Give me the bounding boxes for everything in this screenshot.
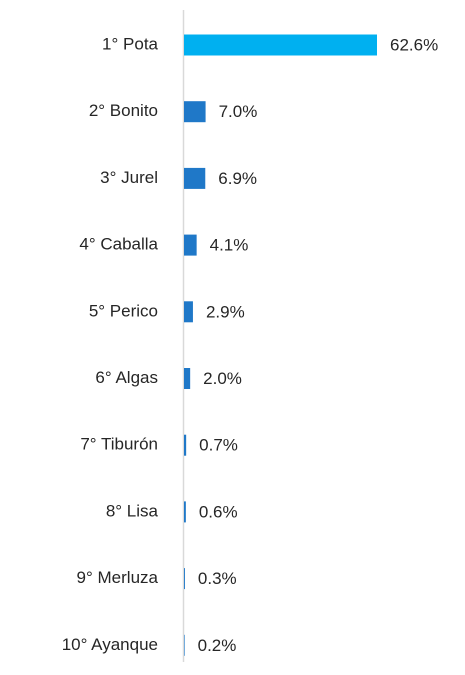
bar xyxy=(184,167,206,189)
bar xyxy=(184,434,187,456)
value-label: 0.3% xyxy=(198,569,237,588)
bar xyxy=(184,634,185,656)
value-label: 62.6% xyxy=(390,35,438,54)
value-label: 7.0% xyxy=(219,102,258,121)
bar xyxy=(184,568,185,590)
value-label: 0.6% xyxy=(199,502,238,521)
value-label: 0.7% xyxy=(199,436,238,455)
category-label: 9° Merluza xyxy=(77,568,159,587)
category-label: 1° Pota xyxy=(102,34,158,53)
value-label: 2.0% xyxy=(203,369,242,388)
category-label: 5° Perico xyxy=(89,301,158,320)
category-label: 4° Caballa xyxy=(79,235,158,254)
category-label: 7° Tiburón xyxy=(80,435,158,454)
category-label: 10° Ayanque xyxy=(62,635,158,654)
value-label: 6.9% xyxy=(218,169,257,188)
bar xyxy=(184,301,193,323)
bar xyxy=(184,234,197,256)
value-label: 0.2% xyxy=(198,636,237,655)
category-label: 3° Jurel xyxy=(100,168,158,187)
value-label: 4.1% xyxy=(210,236,249,255)
bar xyxy=(184,34,377,56)
category-label: 6° Algas xyxy=(95,368,158,387)
category-label: 2° Bonito xyxy=(89,101,158,120)
bar xyxy=(184,501,186,523)
value-label: 2.9% xyxy=(206,302,245,321)
bar xyxy=(184,101,206,123)
bar xyxy=(184,368,191,389)
category-label: 8° Lisa xyxy=(106,501,159,520)
